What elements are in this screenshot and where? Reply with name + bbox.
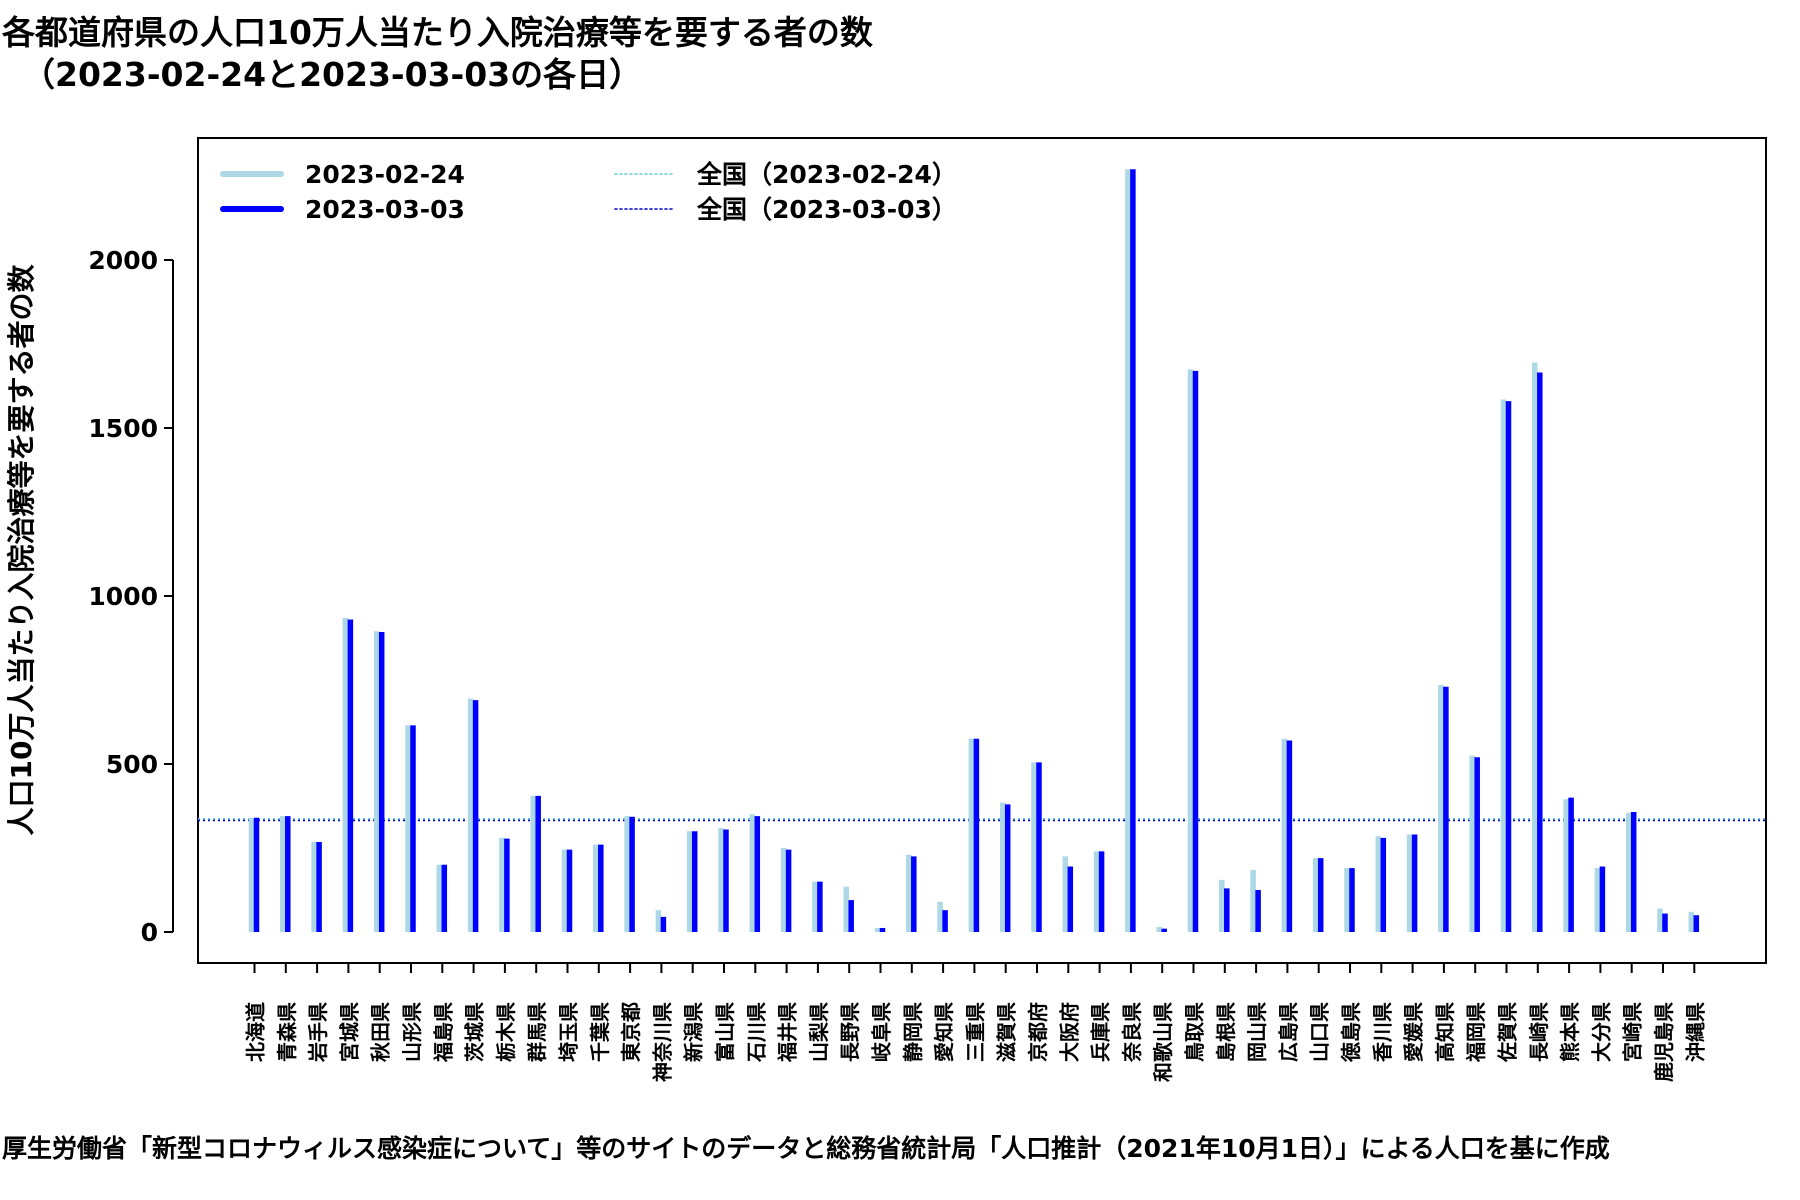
legend-label-1: 2023-02-24 <box>305 160 465 189</box>
x-tick-label: 三重県 <box>963 1002 987 1062</box>
x-tick-label: 青森県 <box>275 1002 299 1062</box>
x-tick-label: 福井県 <box>776 1002 800 1063</box>
x-tick-label: 秋田県 <box>369 1002 393 1062</box>
x-tick-label: 沖縄県 <box>1683 1002 1707 1062</box>
x-tick-label: 兵庫県 <box>1089 1002 1113 1062</box>
chart-title-line1: 各都道府県の人口10万人当たり入院治療等を要する者の数 <box>2 13 873 52</box>
chart-title: 各都道府県の人口10万人当たり入院治療等を要する者の数 （2023-02-24と… <box>2 12 873 96</box>
reference-lines <box>198 817 1766 822</box>
chart-title-line2: （2023-02-24と2023-03-03の各日） <box>22 55 643 94</box>
x-tick-label: 山口県 <box>1308 1002 1332 1062</box>
x-tick-label: 高知県 <box>1433 1002 1457 1062</box>
x-tick-label: 千葉県 <box>588 1002 612 1062</box>
y-axis: 人口10万人当たり入院治療等を要する者の数 0 500 1000 1500 2000 <box>5 246 174 947</box>
x-tick-label: 島根県 <box>1214 1002 1238 1062</box>
x-tick-label: 茨城県 <box>463 1002 487 1062</box>
x-tick-label: 岩手県 <box>306 1002 330 1063</box>
x-tick-label: 静岡県 <box>901 1002 925 1062</box>
y-tick-label: 2000 <box>88 246 158 275</box>
bars <box>248 169 1700 932</box>
x-tick-label: 和歌山県 <box>1151 1002 1175 1082</box>
x-tick-label: 群馬県 <box>525 1002 549 1063</box>
x-tick-label: 熊本県 <box>1558 1002 1582 1062</box>
x-tick-label: 岡山県 <box>1245 1002 1269 1062</box>
x-tick-label: 福島県 <box>431 1002 455 1063</box>
x-tick-label: 埼玉県 <box>557 1002 581 1062</box>
x-tick-label: 大阪府 <box>1057 1002 1081 1062</box>
x-tick-label: 新潟県 <box>682 1002 706 1062</box>
x-tick-label: 宮城県 <box>337 1002 361 1062</box>
x-tick-label: 長野県 <box>838 1002 862 1062</box>
x-tick-label: 福岡県 <box>1464 1002 1488 1063</box>
x-tick-label: 神奈川県 <box>650 1002 674 1082</box>
y-tick-label: 1000 <box>88 582 158 611</box>
legend-label-4: 全国（2023-03-03） <box>696 195 957 224</box>
legend-label-2: 2023-03-03 <box>305 195 465 224</box>
x-tick-label: 佐賀県 <box>1496 1002 1520 1063</box>
legend: 2023-02-24 2023-03-03 全国（2023-02-24） 全国（202… <box>220 160 957 224</box>
y-tick-label: 500 <box>106 750 158 779</box>
y-tick-label: 1500 <box>88 414 158 443</box>
x-tick-label: 奈良県 <box>1120 1002 1144 1063</box>
x-axis: 北海道 青森県 岩手県 宮城県 秋田県 山形県 福島県 茨城県 栃木県 群馬県 埼玉県 千葉県 東京都神… <box>244 962 1707 1082</box>
x-tick-label: 山形県 <box>400 1002 424 1062</box>
x-tick-label: 滋賀県 <box>995 1002 1019 1062</box>
source-note: 厚生労働省「新型コロナウィルス感染症について」等のサイトのデータと総務省統計局「… <box>2 1134 1610 1163</box>
x-tick-label: 富山県 <box>713 1002 737 1062</box>
x-tick-label: 石川県 <box>744 1002 768 1063</box>
x-tick-label: 大分県 <box>1589 1002 1613 1062</box>
x-tick-label: 京都府 <box>1026 1002 1050 1062</box>
legend-label-3: 全国（2023-02-24） <box>696 160 957 189</box>
y-tick-label: 0 <box>141 918 158 947</box>
x-tick-label: 香川県 <box>1370 1002 1394 1062</box>
x-tick-label: 岐阜県 <box>870 1002 894 1062</box>
plot-frame <box>197 137 1767 964</box>
x-tick-label: 東京都 <box>619 1002 643 1062</box>
x-tick-label: 鳥取県 <box>1183 1002 1207 1062</box>
x-tick-label: 愛媛県 <box>1402 1002 1426 1062</box>
x-tick-label: 宮崎県 <box>1621 1002 1645 1062</box>
y-axis-label: 人口10万人当たり入院治療等を要する者の数 <box>5 264 38 836</box>
x-tick-label: 山梨県 <box>807 1002 831 1062</box>
x-tick-label: 北海道 <box>244 1002 268 1062</box>
x-tick-label: 徳島県 <box>1339 1002 1363 1063</box>
x-tick-label: 愛知県 <box>932 1002 956 1062</box>
x-tick-label: 栃木県 <box>494 1002 518 1062</box>
x-tick-label: 長崎県 <box>1527 1002 1551 1062</box>
x-tick-label: 広島県 <box>1276 1002 1300 1062</box>
x-tick-label: 鹿児島県 <box>1652 1002 1676 1082</box>
